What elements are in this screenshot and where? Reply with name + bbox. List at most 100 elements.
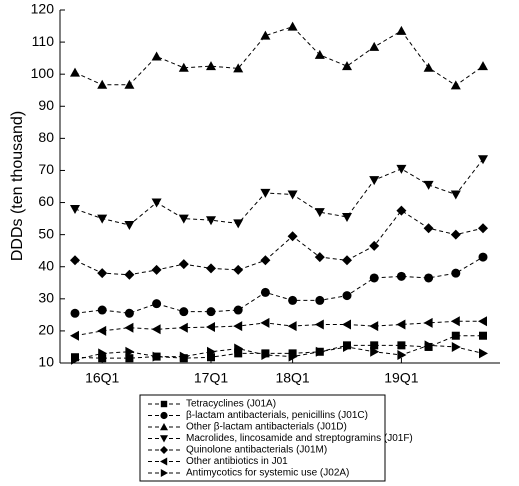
data-point [342,319,351,330]
x-tick-label: 19Q1 [384,370,418,386]
y-tick-label: 120 [31,1,55,17]
x-tick-label: 16Q1 [85,370,119,386]
data-point [151,324,161,335]
y-tick-label: 90 [38,97,54,113]
data-point [206,61,216,71]
data-point [179,307,189,317]
data-point [423,180,434,190]
legend-marker [160,435,168,443]
y-tick-label: 100 [31,65,55,81]
x-tick-label: 18Q1 [275,370,309,386]
data-point [450,190,461,200]
series-line [74,26,484,87]
data-point [233,321,243,332]
legend-box [139,394,386,482]
legend-label: Other β-lactam antibacterials (J01D) [186,422,347,433]
data-point [424,340,434,351]
data-point [261,349,271,360]
data-point [125,354,134,363]
data-point [124,269,135,280]
data-point [70,308,80,318]
data-point [234,343,244,354]
data-point [260,30,271,40]
data-point [70,330,79,341]
data-point [287,321,297,332]
data-point [206,263,216,274]
data-point [206,322,215,333]
data-point [70,204,80,214]
legend-label: Other antibiotics in J01 [186,456,288,467]
data-point [314,252,325,263]
data-point [451,341,461,352]
data-point [151,264,162,275]
data-point [234,349,243,358]
y-axis-label: DDDs (ten thousand) [9,111,26,261]
legend-label: Tetracyclines (J01A) [186,399,276,410]
data-point [451,268,461,278]
data-point [179,351,189,362]
legend-marker [160,400,168,408]
series-line [74,335,483,359]
legend-label: β-lactam antibacterials, penicillins (J0… [186,410,368,421]
data-point [178,259,189,270]
data-point [287,21,298,31]
data-point [342,291,352,301]
data-point [370,341,379,350]
data-point [396,205,407,216]
data-point [98,348,108,359]
data-point [233,264,244,275]
data-point [207,353,215,362]
data-point [342,255,352,266]
y-tick-label: 110 [32,33,55,49]
data-point [397,341,406,350]
data-point [70,67,80,77]
data-point [478,316,487,327]
data-point [260,255,271,266]
data-point [260,188,271,198]
series-line [74,344,484,361]
data-point [97,268,108,279]
data-point [97,79,108,89]
data-point [207,346,216,357]
y-tick-label: 50 [38,225,54,241]
data-point [97,305,107,315]
data-point [342,61,352,71]
data-point [478,155,488,165]
series-line [74,320,483,337]
series-line [74,256,484,314]
data-point [478,252,488,262]
data-point [233,219,244,229]
data-point [315,295,325,305]
data-point [98,354,107,363]
legend-label: Quinolone antibacterials (J01M) [186,445,327,456]
data-point [423,317,433,328]
data-point [423,62,434,72]
data-point [287,231,298,242]
y-tick-label: 70 [38,161,54,177]
data-point [314,319,324,330]
data-point [70,255,80,266]
x-tick-label: 17Q1 [194,370,228,386]
data-point [97,214,108,224]
data-point [124,79,135,89]
data-point [152,299,162,309]
data-point [314,49,325,59]
data-point [206,307,216,317]
data-point [342,212,352,222]
legend-label: Macrolides, lincosamide and streptogrami… [186,433,413,444]
data-point [124,221,135,231]
data-point [314,208,325,218]
y-tick-label: 20 [38,322,54,338]
data-point [125,346,135,357]
y-tick-label: 60 [38,193,54,209]
data-point [370,346,380,357]
y-tick-label: 80 [38,129,54,145]
data-point [124,322,134,333]
series-line [74,158,484,226]
data-point [288,295,298,305]
data-point [479,348,488,359]
data-point [369,240,380,251]
data-point [288,349,297,358]
data-point [396,319,406,330]
